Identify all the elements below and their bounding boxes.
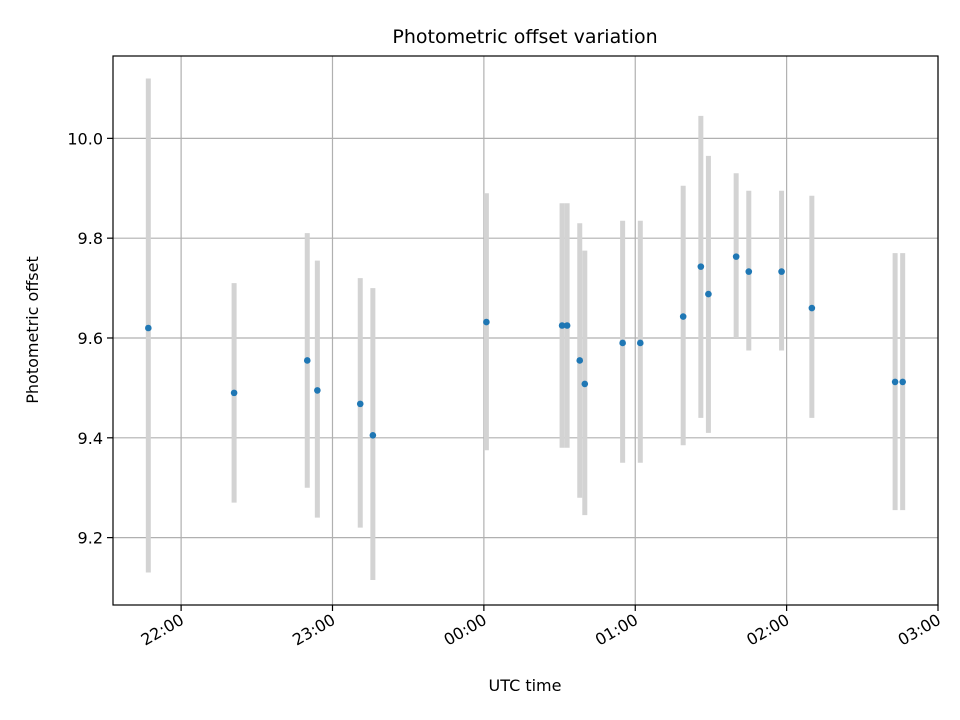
x-tick-label: 23:00 [289, 610, 338, 650]
data-point [705, 290, 712, 298]
x-tick-label: 01:00 [592, 610, 641, 650]
data-point [230, 389, 238, 397]
data-point [558, 322, 566, 329]
data-point [576, 357, 584, 364]
x-axis-label: UTC time [489, 676, 562, 695]
data-point [145, 324, 152, 332]
x-tick-label: 03:00 [895, 610, 944, 650]
data-point [369, 432, 377, 439]
data-point [778, 268, 785, 275]
plot-frame [112, 55, 939, 606]
y-tick-label: 9.6 [78, 329, 103, 348]
data-point [899, 378, 906, 386]
errorbar-layer [145, 78, 906, 581]
y-tick-label: 9.2 [78, 529, 103, 548]
data-point [697, 263, 705, 270]
data-point [732, 253, 740, 260]
y-axis-label: Photometric offset [23, 256, 42, 404]
data-point [808, 304, 816, 312]
data-point [636, 339, 644, 347]
data-point [679, 313, 687, 320]
data-point [314, 387, 321, 394]
data-point [356, 400, 364, 408]
data-point [891, 378, 899, 386]
chart-title: Photometric offset variation [392, 26, 657, 48]
y-tick-label: 10.0 [67, 129, 103, 148]
data-point [563, 322, 571, 329]
y-tick-label: 9.8 [78, 229, 103, 248]
data-point [483, 318, 490, 326]
x-tick-label: 22:00 [138, 610, 187, 650]
data-point [745, 268, 753, 275]
point-layer [145, 253, 906, 439]
x-tick-label: 00:00 [440, 610, 489, 650]
data-point [581, 380, 589, 388]
data-point [303, 357, 311, 364]
y-tick-label: 9.4 [78, 429, 103, 448]
data-point [619, 339, 626, 347]
x-tick-label: 02:00 [743, 610, 792, 650]
